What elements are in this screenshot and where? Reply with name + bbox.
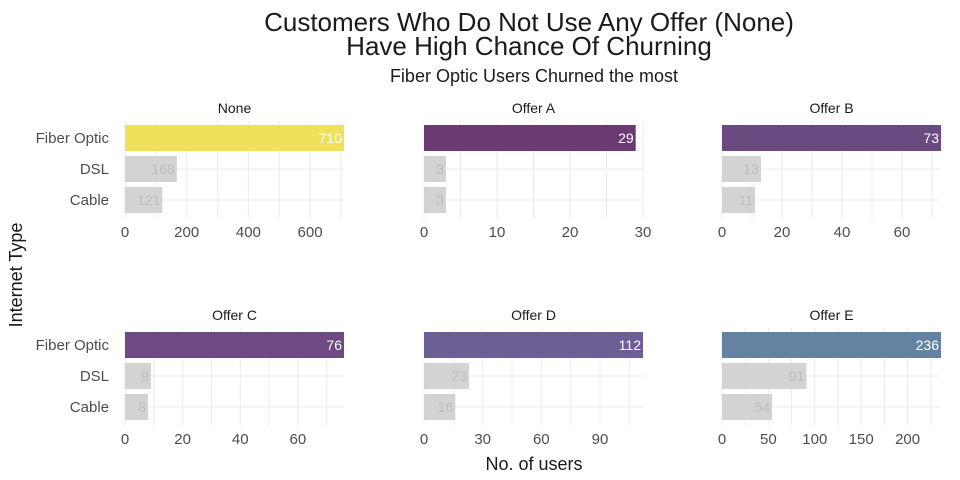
x-tick-label: 50 xyxy=(760,431,777,448)
bar-value-label: 8 xyxy=(138,399,146,415)
bar-cable xyxy=(722,187,755,213)
bar-value-label: 13 xyxy=(743,161,759,177)
x-tick-label: 60 xyxy=(533,431,550,448)
x-tick-label: 200 xyxy=(174,224,199,241)
x-tick-label: 0 xyxy=(121,224,129,241)
facet-panel-offer-b: Offer B 73 13 11 0 20 40 60 xyxy=(718,100,941,241)
x-tick-label: 0 xyxy=(718,224,726,241)
bar-value-label: 76 xyxy=(326,337,342,353)
x-tick-label: 100 xyxy=(802,431,827,448)
bar-value-label: 236 xyxy=(916,337,940,353)
x-axis-label: No. of users xyxy=(485,454,582,474)
bar-fiber-optic xyxy=(125,332,344,358)
facet-title: Offer C xyxy=(212,307,257,323)
x-tick-label: 0 xyxy=(420,431,428,448)
bar-dsl xyxy=(722,363,807,389)
y-category-label: Cable xyxy=(70,399,109,416)
bar-cable xyxy=(125,394,149,420)
x-tick-label: 20 xyxy=(562,224,579,241)
bar-fiber-optic xyxy=(722,332,941,358)
bar-dsl xyxy=(424,156,446,182)
y-category-label: Fiber Optic xyxy=(36,130,110,147)
bar-fiber-optic xyxy=(424,332,643,358)
facet-title: Offer B xyxy=(809,100,853,116)
chart-title-line-1: Customers Who Do Not Use Any Offer (None… xyxy=(264,7,794,37)
x-tick-label: 0 xyxy=(121,431,129,448)
bar-value-label: 91 xyxy=(789,368,805,384)
bar-value-label: 3 xyxy=(436,192,444,208)
facet-title: Offer D xyxy=(511,307,556,323)
chart-title-line-2: Have High Chance Of Churning xyxy=(346,31,712,61)
chart-subtitle: Fiber Optic Users Churned the most xyxy=(390,66,678,86)
facet-panel-none: None 710 168 121 0 200 400 600 Fiber Optic DSL Cab… xyxy=(36,100,344,241)
x-tick-label: 20 xyxy=(174,431,191,448)
x-tick-label: 150 xyxy=(849,431,874,448)
bar-value-label: 11 xyxy=(738,192,753,208)
bar-value-label: 121 xyxy=(137,192,161,208)
x-tick-label: 40 xyxy=(834,224,851,241)
x-tick-label: 400 xyxy=(236,224,261,241)
bar-fiber-optic xyxy=(424,125,636,151)
bar-value-label: 73 xyxy=(923,130,939,146)
facet-title: Offer E xyxy=(809,307,853,323)
bar-dsl xyxy=(125,156,177,182)
y-axis-label: Internet Type xyxy=(6,223,26,328)
x-tick-label: 60 xyxy=(894,224,911,241)
x-tick-label: 30 xyxy=(635,224,652,241)
bar-value-label: 168 xyxy=(151,161,175,177)
bar-cable xyxy=(125,187,163,213)
bar-dsl xyxy=(125,363,151,389)
x-tick-label: 0 xyxy=(420,224,428,241)
bar-value-label: 23 xyxy=(451,368,467,384)
bar-dsl xyxy=(424,363,469,389)
bar-cable xyxy=(722,394,773,420)
y-category-label: Fiber Optic xyxy=(36,337,110,354)
chart-titles: Customers Who Do Not Use Any Offer (None… xyxy=(264,7,794,86)
bar-value-label: 710 xyxy=(319,130,343,146)
bar-cable xyxy=(424,394,456,420)
facet-panel-offer-d: Offer D 112 23 16 0 30 60 90 xyxy=(420,307,643,448)
bar-value-label: 29 xyxy=(618,130,634,146)
x-tick-label: 30 xyxy=(474,431,491,448)
y-category-label: DSL xyxy=(80,368,109,385)
facet-panel-offer-e: Offer E 236 91 54 0 50 100 150 200 xyxy=(718,307,941,448)
bar-value-label: 9 xyxy=(141,368,149,384)
bar-fiber-optic xyxy=(125,125,344,151)
x-tick-label: 60 xyxy=(290,431,307,448)
x-tick-label: 600 xyxy=(298,224,323,241)
x-tick-label: 10 xyxy=(489,224,506,241)
x-tick-label: 0 xyxy=(718,431,726,448)
x-tick-label: 90 xyxy=(592,431,609,448)
facet-panel-offer-c: Offer C 76 9 80 20 40 60 Fiber Optic DSL Cable xyxy=(36,307,344,448)
y-category-label: DSL xyxy=(80,161,109,178)
x-tick-label: 40 xyxy=(232,431,249,448)
bar-dsl xyxy=(722,156,761,182)
bar-value-label: 112 xyxy=(619,337,642,353)
bar-cable xyxy=(424,187,446,213)
axis-labels: No. of users Internet Type xyxy=(6,223,583,474)
bar-fiber-optic xyxy=(722,125,941,151)
x-tick-label: 200 xyxy=(895,431,920,448)
x-tick-label: 20 xyxy=(774,224,791,241)
facet-title: Offer A xyxy=(512,100,556,116)
bar-value-label: 16 xyxy=(438,399,454,415)
y-category-label: Cable xyxy=(70,192,109,209)
bar-value-label: 54 xyxy=(755,399,771,415)
bar-value-label: 3 xyxy=(436,161,444,177)
facet-title: None xyxy=(218,100,252,116)
